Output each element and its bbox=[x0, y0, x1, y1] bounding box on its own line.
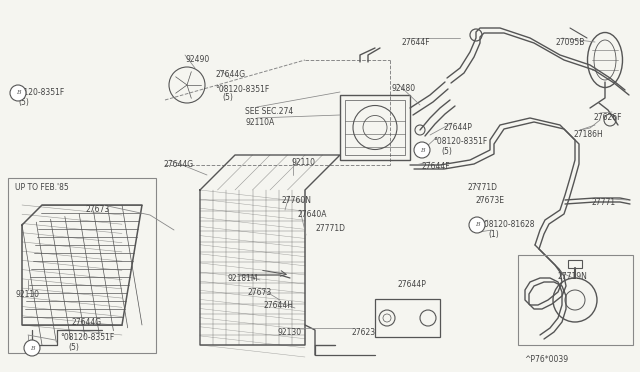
Text: °08120-81628: °08120-81628 bbox=[480, 220, 534, 229]
Text: 27186H: 27186H bbox=[574, 130, 604, 139]
Text: 92110: 92110 bbox=[15, 290, 39, 299]
Text: 27719N: 27719N bbox=[558, 272, 588, 281]
Text: 92110: 92110 bbox=[292, 158, 316, 167]
Text: B: B bbox=[475, 222, 479, 228]
Text: B: B bbox=[29, 346, 35, 350]
Text: 27771: 27771 bbox=[591, 198, 615, 207]
Text: (5): (5) bbox=[68, 343, 79, 352]
Text: 92480: 92480 bbox=[392, 84, 416, 93]
Text: ^P76*0039: ^P76*0039 bbox=[524, 355, 568, 364]
Text: 27644F: 27644F bbox=[421, 162, 450, 171]
Text: 27644G: 27644G bbox=[72, 318, 102, 327]
Bar bbox=[518, 255, 633, 345]
Text: (5): (5) bbox=[222, 93, 233, 102]
Text: B: B bbox=[16, 90, 20, 96]
Circle shape bbox=[24, 340, 40, 356]
Text: (5): (5) bbox=[18, 98, 29, 107]
Text: 92181M: 92181M bbox=[228, 274, 259, 283]
Text: 27760N: 27760N bbox=[282, 196, 312, 205]
Text: 92490: 92490 bbox=[185, 55, 209, 64]
Text: 92130: 92130 bbox=[278, 328, 302, 337]
Text: 27644P: 27644P bbox=[398, 280, 427, 289]
Text: 92110A: 92110A bbox=[245, 118, 275, 127]
Text: 27644F: 27644F bbox=[402, 38, 431, 47]
Bar bbox=[345, 100, 405, 155]
Text: (5): (5) bbox=[441, 147, 452, 156]
Text: °08120-8351F: °08120-8351F bbox=[215, 85, 269, 94]
Text: (1): (1) bbox=[488, 230, 499, 239]
Text: 27673: 27673 bbox=[86, 205, 110, 214]
Text: °08120-8351F: °08120-8351F bbox=[10, 88, 64, 97]
Text: 27626F: 27626F bbox=[594, 113, 623, 122]
Text: 27644G: 27644G bbox=[215, 70, 245, 79]
Bar bbox=[375, 299, 440, 337]
Text: SEE SEC.274: SEE SEC.274 bbox=[245, 107, 293, 116]
Text: 27644G: 27644G bbox=[163, 160, 193, 169]
Circle shape bbox=[414, 142, 430, 158]
Text: 27771D: 27771D bbox=[468, 183, 498, 192]
Bar bbox=[340, 95, 410, 160]
Text: 27771D: 27771D bbox=[315, 224, 345, 233]
Circle shape bbox=[10, 85, 26, 101]
Circle shape bbox=[469, 217, 485, 233]
Text: UP TO FEB.'85: UP TO FEB.'85 bbox=[15, 183, 68, 192]
Text: 27673E: 27673E bbox=[475, 196, 504, 205]
Text: 27095B: 27095B bbox=[556, 38, 586, 47]
Text: 27644H: 27644H bbox=[263, 301, 293, 310]
Bar bbox=[8, 178, 156, 353]
Text: B: B bbox=[420, 148, 424, 153]
Text: 27623: 27623 bbox=[352, 328, 376, 337]
Text: °08120-8351F: °08120-8351F bbox=[433, 137, 487, 146]
Bar bbox=[568, 260, 582, 268]
Text: 27673: 27673 bbox=[248, 288, 272, 297]
Text: 27644P: 27644P bbox=[444, 123, 473, 132]
Text: 27640A: 27640A bbox=[297, 210, 326, 219]
Text: °08120-8351F: °08120-8351F bbox=[60, 333, 115, 342]
